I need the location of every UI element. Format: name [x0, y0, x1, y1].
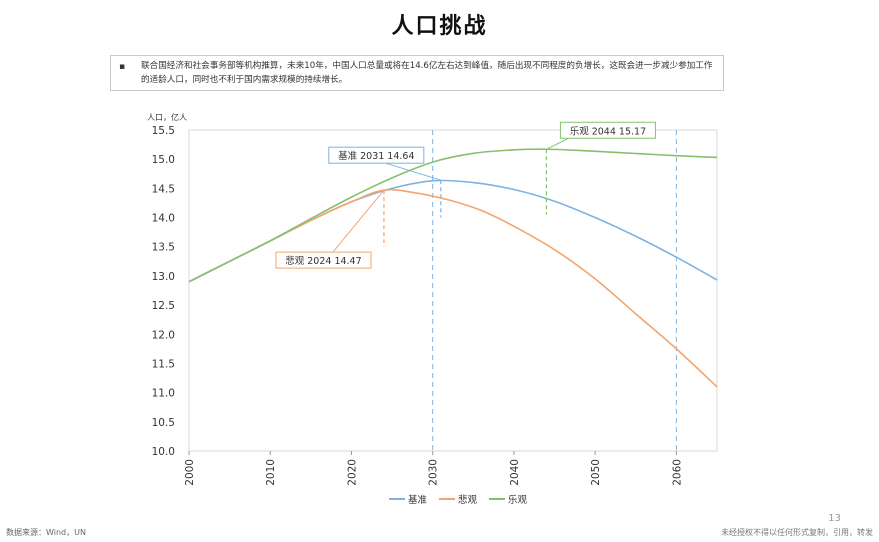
x-tick-label: 2030 [428, 459, 440, 486]
annotation-box [275, 251, 372, 269]
disclaimer: 未经授权不得以任何形式复制，引用，转发 [721, 528, 873, 537]
plot-frame [188, 129, 718, 452]
series-line-baseline [188, 179, 718, 283]
x-tick-label: 2040 [509, 459, 521, 486]
y-tick-label: 12.0 [152, 329, 175, 341]
annotation-leader [332, 189, 385, 253]
y-tick-label: 13.0 [152, 271, 175, 283]
data-source: 数据来源：Wind，UN [6, 528, 86, 537]
annotation-leader [546, 137, 569, 150]
series-line-pessimistic [188, 188, 718, 388]
annotation-label: 基准 2031 14.64 [338, 150, 414, 162]
x-tick-label: 2050 [590, 459, 602, 486]
y-tick-label: 12.5 [152, 300, 175, 312]
summary-note: ▪ 联合国经济和社会事务部等机构推算，未来10年，中国人口总量或将在14.6亿左… [110, 55, 724, 91]
x-tick-label: 2010 [265, 459, 277, 486]
x-tick-label: 2020 [346, 459, 358, 486]
annotation-label: 悲观 2024 14.47 [285, 255, 361, 267]
x-tick-label: 2060 [671, 459, 683, 486]
y-tick-label: 11.0 [152, 388, 175, 400]
legend-label: 悲观 [458, 494, 478, 506]
annotation-box [328, 146, 425, 164]
legend-label: 基准 [408, 494, 428, 506]
page-number: 13 [828, 513, 841, 524]
y-tick-label: 15.0 [152, 154, 175, 166]
y-tick-label: 10.5 [152, 417, 175, 429]
series-line-optimistic [188, 148, 718, 283]
y-tick-label: 13.5 [152, 242, 175, 254]
summary-text: 联合国经济和社会事务部等机构推算，未来10年，中国人口总量或将在14.6亿左右达… [141, 61, 713, 85]
x-tick-label: 2000 [184, 459, 196, 486]
annotation-leader [385, 162, 441, 181]
y-tick-label: 11.5 [152, 358, 175, 370]
y-tick-label: 14.5 [152, 183, 175, 195]
annotation-box [559, 121, 656, 139]
legend-label: 乐观 [508, 494, 528, 506]
y-tick-label: 15.5 [152, 125, 175, 137]
page-title: 人口挑战 [391, 13, 488, 39]
y-tick-label: 14.0 [152, 213, 175, 225]
y-axis-label: 人口，亿人 [147, 112, 187, 122]
bullet-icon: ▪ [119, 62, 126, 72]
y-tick-label: 10.0 [152, 446, 175, 458]
annotation-label: 乐观 2044 15.17 [570, 125, 646, 137]
